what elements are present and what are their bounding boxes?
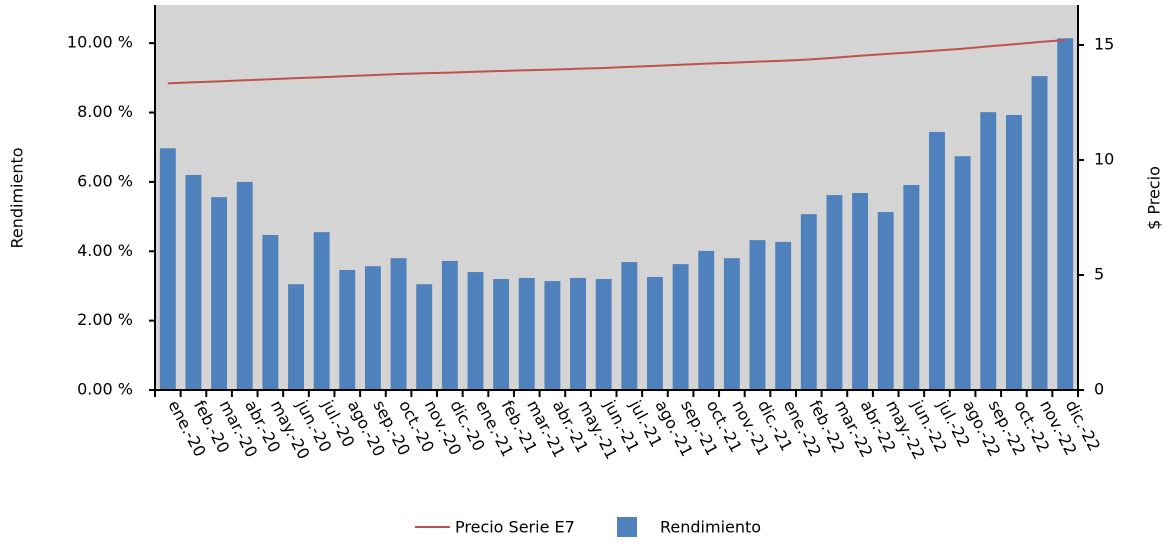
y-tick-label: 8.00 % xyxy=(77,102,133,121)
bar xyxy=(877,212,894,390)
bar xyxy=(544,281,561,390)
bar xyxy=(903,185,920,390)
bar xyxy=(954,156,971,390)
bar xyxy=(339,269,356,390)
bar xyxy=(518,277,535,390)
bar xyxy=(390,258,407,390)
bar xyxy=(595,279,612,390)
bar xyxy=(672,264,689,390)
line xyxy=(167,39,1066,85)
y-tick-label: 6.00 % xyxy=(77,171,133,190)
y2-tick-label: 0 xyxy=(1094,380,1104,399)
y-tick-label: 4.00 % xyxy=(77,241,133,260)
bar xyxy=(493,279,510,390)
bar xyxy=(236,181,253,390)
bar xyxy=(698,250,715,390)
bar xyxy=(416,284,433,390)
y2-tick-label: 10 xyxy=(1094,150,1114,169)
plot-area xyxy=(155,5,1078,390)
y-tick-label: 10.00 % xyxy=(67,33,133,52)
y-tick-label: 2.00 % xyxy=(77,310,133,329)
bar xyxy=(723,258,740,390)
bar xyxy=(262,234,279,390)
bar xyxy=(775,241,792,390)
bar xyxy=(159,148,176,390)
bar xyxy=(1057,38,1074,390)
legend-swatch xyxy=(617,517,637,537)
y-axis-title: Rendimiento xyxy=(8,147,27,248)
bar xyxy=(570,277,586,390)
bar xyxy=(467,272,484,390)
legend-label: Precio Serie E7 xyxy=(455,518,575,537)
bar xyxy=(313,232,330,390)
bar xyxy=(211,197,228,390)
bar xyxy=(364,266,381,390)
bar xyxy=(621,262,638,390)
y2-tick-label: 15 xyxy=(1094,35,1114,54)
bar xyxy=(749,240,766,390)
bar xyxy=(980,112,997,391)
bar xyxy=(826,195,843,390)
legend-label: Rendimiento xyxy=(660,518,761,537)
bar xyxy=(441,260,458,390)
bar xyxy=(800,214,817,390)
y-tick-label: 0.00 % xyxy=(77,380,133,399)
bar xyxy=(852,192,869,390)
bar xyxy=(647,276,663,390)
bar xyxy=(185,174,202,390)
y2-tick-label: 5 xyxy=(1094,265,1104,284)
bar xyxy=(929,131,945,390)
y2-axis-title: $ Precio xyxy=(1145,166,1164,230)
bar xyxy=(288,284,304,390)
bar xyxy=(1031,76,1048,390)
bar xyxy=(1005,114,1022,391)
